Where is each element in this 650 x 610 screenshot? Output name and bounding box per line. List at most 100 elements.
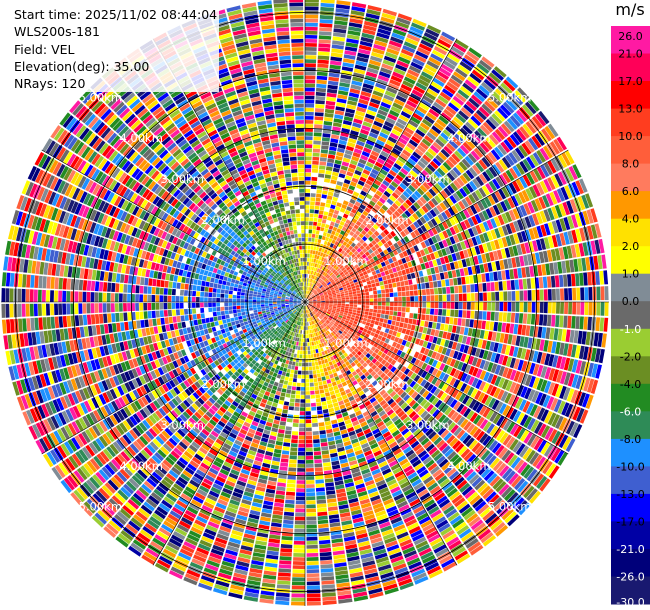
velocity-gate — [356, 350, 362, 356]
velocity-gate — [398, 439, 408, 448]
velocity-gate — [403, 431, 412, 439]
velocity-gate — [325, 362, 330, 367]
velocity-gate — [99, 271, 105, 281]
velocity-gate — [366, 483, 376, 491]
velocity-gate — [408, 399, 417, 408]
velocity-gate — [207, 371, 214, 379]
velocity-gate — [364, 450, 373, 457]
velocity-gate — [362, 362, 368, 368]
velocity-gate — [154, 452, 164, 462]
velocity-gate — [226, 281, 231, 286]
velocity-gate — [312, 370, 317, 375]
velocity-gate — [255, 367, 261, 373]
velocity-gate — [305, 310, 307, 314]
velocity-gate — [324, 474, 333, 479]
velocity-gate — [284, 503, 295, 508]
velocity-gate — [529, 404, 538, 417]
velocity-gate — [537, 423, 547, 437]
velocity-gate — [336, 578, 350, 584]
velocity-gate — [283, 515, 294, 521]
velocity-gate — [253, 390, 259, 396]
velocity-gate — [557, 328, 563, 341]
velocity-gate — [346, 326, 351, 331]
velocity-gate — [445, 348, 452, 357]
velocity-gate — [292, 332, 295, 337]
velocity-gate — [466, 423, 476, 434]
velocity-gate — [285, 342, 289, 347]
velocity-gate — [465, 437, 475, 448]
velocity-gate — [294, 516, 305, 521]
velocity-gate — [41, 303, 46, 316]
velocity-gate — [139, 375, 147, 385]
velocity-gate — [347, 364, 353, 370]
velocity-gate — [431, 351, 438, 359]
velocity-gate — [64, 441, 74, 455]
velocity-gate — [215, 273, 220, 279]
velocity-gate — [336, 308, 341, 312]
velocity-gate — [213, 460, 223, 468]
velocity-gate — [469, 544, 484, 556]
velocity-gate — [178, 457, 189, 466]
velocity-gate — [311, 311, 315, 316]
velocity-gate — [162, 383, 169, 393]
velocity-gate — [335, 312, 340, 315]
velocity-gate — [527, 337, 533, 349]
velocity-gate — [266, 447, 274, 453]
velocity-gate — [312, 311, 315, 315]
velocity-gate — [534, 421, 543, 435]
velocity-gate — [172, 316, 177, 323]
velocity-gate — [78, 315, 84, 326]
velocity-gate — [263, 324, 268, 329]
velocity-gate — [120, 451, 131, 462]
velocity-gate — [347, 559, 361, 566]
velocity-gate — [200, 291, 205, 297]
velocity-gate — [241, 425, 249, 432]
velocity-gate — [193, 438, 203, 446]
velocity-gate — [447, 409, 456, 419]
velocity-gate — [306, 553, 319, 557]
velocity-gate — [279, 379, 284, 384]
velocity-gate — [317, 312, 321, 316]
velocity-gate — [309, 338, 312, 342]
velocity-gate — [297, 451, 305, 456]
velocity-gate — [111, 458, 122, 470]
velocity-gate — [192, 285, 197, 291]
velocity-gate — [313, 315, 317, 319]
velocity-gate — [475, 403, 484, 414]
velocity-gate — [442, 373, 450, 382]
velocity-gate — [301, 317, 303, 322]
velocity-gate — [418, 339, 425, 347]
velocity-gate — [239, 277, 245, 282]
velocity-gate — [242, 285, 247, 290]
velocity-gate — [259, 350, 265, 356]
velocity-gate — [308, 309, 311, 313]
velocity-gate — [287, 471, 297, 476]
velocity-gate — [323, 310, 327, 313]
velocity-gate — [203, 567, 218, 576]
velocity-gate — [25, 303, 30, 317]
velocity-gate — [477, 339, 483, 348]
velocity-gate — [78, 303, 83, 314]
velocity-gate — [386, 344, 392, 350]
velocity-gate — [491, 442, 502, 454]
velocity-gate — [244, 299, 249, 302]
velocity-gate — [232, 306, 237, 310]
velocity-gate — [335, 367, 340, 372]
velocity-gate — [374, 476, 384, 483]
velocity-gate — [182, 470, 193, 479]
velocity-gate — [265, 378, 271, 384]
velocity-gate — [285, 491, 295, 496]
velocity-gate — [281, 450, 290, 455]
velocity-gate — [245, 404, 252, 410]
velocity-gate — [397, 338, 403, 345]
velocity-gate — [274, 498, 285, 504]
velocity-gate — [254, 362, 260, 368]
velocity-gate — [263, 574, 277, 580]
velocity-gate — [383, 498, 394, 506]
velocity-gate — [239, 359, 245, 365]
velocity-gate — [278, 317, 282, 321]
velocity-gate — [209, 317, 214, 323]
velocity-gate — [319, 368, 324, 373]
velocity-gate — [397, 311, 402, 317]
velocity-gate — [513, 370, 521, 382]
